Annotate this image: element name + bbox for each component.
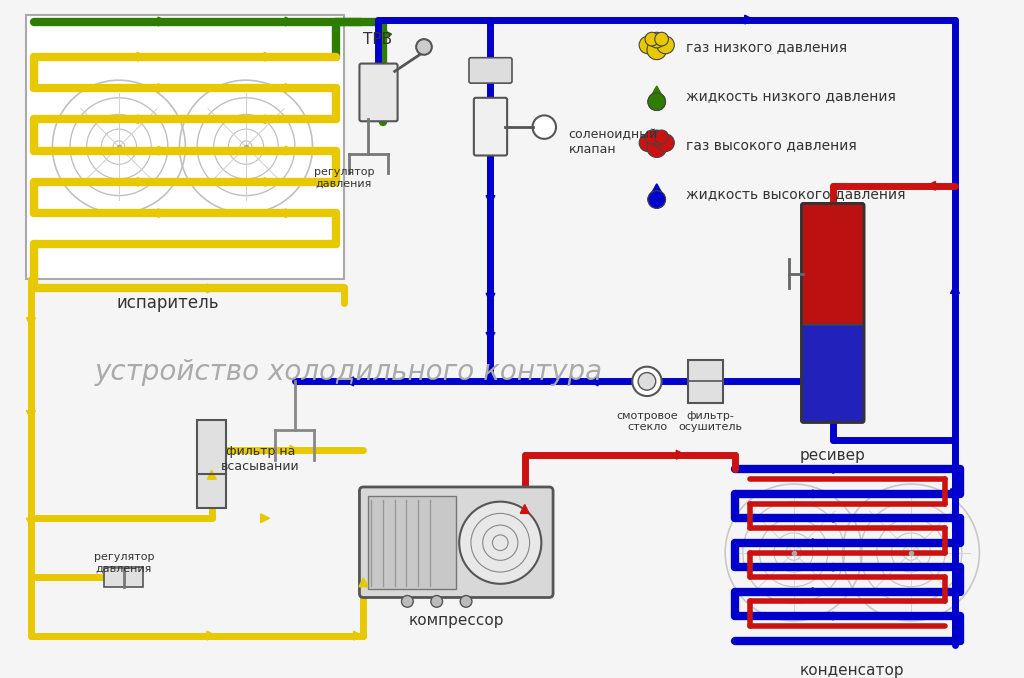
Circle shape [656, 36, 675, 54]
Circle shape [632, 367, 662, 396]
Polygon shape [285, 17, 294, 26]
Circle shape [401, 595, 414, 607]
Polygon shape [27, 411, 35, 420]
Polygon shape [927, 182, 935, 191]
Text: фильтр-
осушитель: фильтр- осушитель [679, 411, 742, 433]
Polygon shape [648, 184, 666, 199]
FancyBboxPatch shape [26, 15, 344, 279]
Text: регулятор
давления: регулятор давления [93, 553, 154, 574]
Polygon shape [833, 515, 841, 522]
Polygon shape [261, 514, 269, 523]
Polygon shape [805, 588, 813, 595]
Polygon shape [257, 178, 265, 186]
Polygon shape [27, 318, 35, 327]
Text: смотровое
стекло: смотровое стекло [616, 411, 678, 433]
FancyBboxPatch shape [802, 321, 864, 422]
Circle shape [648, 191, 666, 208]
Circle shape [431, 595, 442, 607]
Polygon shape [285, 146, 294, 155]
Circle shape [639, 36, 656, 54]
Text: конденсатор: конденсатор [800, 663, 904, 678]
Polygon shape [285, 83, 294, 92]
FancyBboxPatch shape [359, 487, 553, 597]
Circle shape [648, 191, 666, 208]
Polygon shape [345, 377, 353, 386]
Polygon shape [158, 17, 167, 26]
FancyBboxPatch shape [104, 567, 143, 586]
Polygon shape [158, 146, 167, 155]
Circle shape [654, 130, 669, 144]
FancyBboxPatch shape [802, 203, 864, 325]
Circle shape [656, 134, 675, 152]
Polygon shape [486, 294, 495, 302]
Polygon shape [648, 86, 666, 102]
Polygon shape [359, 578, 368, 586]
Polygon shape [158, 209, 167, 218]
Polygon shape [353, 631, 362, 640]
FancyBboxPatch shape [688, 360, 723, 403]
Polygon shape [257, 115, 265, 123]
Polygon shape [520, 504, 529, 513]
Text: жидкость высокого давления: жидкость высокого давления [686, 186, 905, 201]
Polygon shape [27, 518, 35, 527]
Text: газ низкого давления: газ низкого давления [686, 40, 847, 54]
Circle shape [647, 40, 667, 60]
Text: регулятор
давления: регулятор давления [313, 167, 374, 188]
Polygon shape [950, 489, 959, 498]
Circle shape [532, 115, 556, 139]
Polygon shape [257, 52, 265, 61]
Polygon shape [130, 52, 138, 61]
Polygon shape [950, 285, 959, 294]
Circle shape [645, 33, 658, 46]
Circle shape [647, 138, 667, 157]
Text: жидкость низкого давления: жидкость низкого давления [686, 89, 896, 103]
Text: газ высокого давления: газ высокого давления [686, 138, 857, 152]
Circle shape [645, 130, 658, 144]
Polygon shape [208, 471, 216, 479]
Polygon shape [285, 209, 294, 218]
Circle shape [648, 93, 666, 111]
Text: ресивер: ресивер [800, 448, 865, 463]
Circle shape [459, 502, 542, 584]
Circle shape [460, 595, 472, 607]
FancyBboxPatch shape [469, 58, 512, 83]
Polygon shape [158, 83, 167, 92]
Polygon shape [805, 490, 813, 498]
Polygon shape [833, 466, 841, 473]
FancyBboxPatch shape [359, 64, 397, 121]
FancyBboxPatch shape [369, 496, 457, 589]
Circle shape [649, 33, 665, 48]
Polygon shape [833, 563, 841, 571]
Circle shape [416, 39, 432, 55]
Polygon shape [589, 377, 598, 386]
Text: компрессор: компрессор [409, 613, 504, 628]
Polygon shape [486, 195, 495, 204]
Polygon shape [486, 332, 495, 341]
Circle shape [638, 373, 655, 390]
Text: устройство холодильного контура: устройство холодильного контура [94, 357, 603, 386]
Polygon shape [383, 30, 392, 39]
Circle shape [648, 93, 666, 111]
Text: фильтр на
всасывании: фильтр на всасывании [221, 445, 300, 473]
Polygon shape [676, 450, 685, 459]
Circle shape [654, 33, 669, 46]
Polygon shape [744, 15, 754, 24]
Polygon shape [207, 631, 216, 640]
Text: ТРВ: ТРВ [364, 33, 392, 47]
FancyBboxPatch shape [198, 420, 226, 508]
Polygon shape [130, 115, 138, 123]
Circle shape [639, 134, 656, 152]
Polygon shape [290, 445, 299, 454]
Circle shape [649, 130, 665, 146]
Polygon shape [207, 284, 216, 293]
FancyBboxPatch shape [474, 98, 507, 155]
Polygon shape [130, 178, 138, 186]
Text: испаритель: испаритель [117, 294, 219, 312]
Polygon shape [805, 539, 813, 546]
Text: соленоидный
клапан: соленоидный клапан [568, 127, 658, 156]
Polygon shape [833, 612, 841, 620]
